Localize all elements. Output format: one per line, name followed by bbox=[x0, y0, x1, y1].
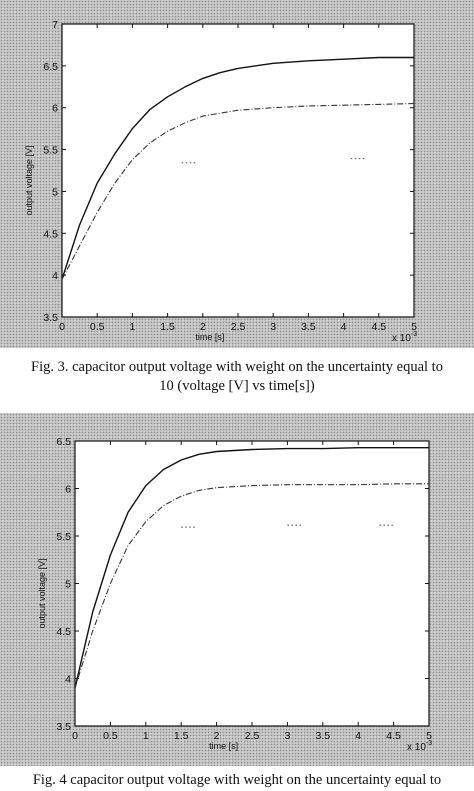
y-tick-label: 5 bbox=[52, 186, 58, 198]
x-tick-label: 5 bbox=[426, 730, 432, 742]
y-tick-label: 3.5 bbox=[56, 721, 71, 733]
y-axis-label: output voltage [V] bbox=[24, 145, 34, 215]
figure-4-caption: Fig. 4 capacitor output voltage with wei… bbox=[0, 771, 474, 791]
x-tick-label: 3.5 bbox=[315, 730, 330, 742]
figure-4-panel: 3.5 4 4.5 5 5.5 6 6.5 0 0.5 1 1.5 2 2.5 3 3.5 4 4.5 5 time… bbox=[0, 413, 474, 766]
dot-fragment bbox=[291, 524, 293, 526]
figure-4-caption-line-1: Fig. 4 capacitor output voltage with wei… bbox=[32, 772, 442, 788]
dot-fragment bbox=[358, 157, 361, 160]
x-tick-label: 2 bbox=[200, 321, 206, 333]
plot-area bbox=[61, 23, 415, 318]
series-line-1 bbox=[61, 56, 414, 280]
figure-4-chart: 3.5 4 4.5 5 5.5 6 6.5 0 0.5 1 1.5 2 2.5 3 3.5 4 4.5 5 time… bbox=[37, 436, 432, 753]
x-exponent-power: -3 bbox=[426, 740, 432, 747]
y-tick-label: 4.5 bbox=[43, 228, 58, 240]
figure-3-caption: Fig. 3. capacitor output voltage with we… bbox=[0, 358, 474, 396]
x-tick-label: 5 bbox=[411, 321, 417, 333]
x-tick-label: 0.5 bbox=[103, 730, 118, 742]
x-tick-label: 3 bbox=[270, 321, 276, 333]
y-tick-label: 4 bbox=[52, 270, 58, 282]
x-axis-exponent: x 10-3 bbox=[392, 331, 417, 344]
x-axis-label: time [s] bbox=[209, 741, 238, 751]
series-line-2 bbox=[61, 102, 415, 280]
x-tick-label: 2.5 bbox=[231, 321, 246, 333]
y-tick-label: 6 bbox=[65, 484, 71, 496]
x-tick-label: 0 bbox=[72, 730, 78, 742]
y-tick-label: 6.5 bbox=[56, 436, 71, 448]
figure-3-caption-line-1: Fig. 3. capacitor output voltage with we… bbox=[31, 359, 443, 375]
dot-fragment bbox=[383, 524, 386, 526]
x-tick-label: 2 bbox=[214, 730, 220, 742]
plot-area bbox=[74, 440, 430, 727]
x-tick-label: 4 bbox=[341, 321, 347, 333]
figure-3-chart: 3.5 4 4.5 5 5.5 6 6.5 7 0 0.5 1 1.5 2 2.5 3 3.5 4 4.5 5 tim… bbox=[24, 19, 417, 344]
dot-fragment bbox=[193, 526, 195, 528]
y-tick-label: 6 bbox=[52, 103, 58, 115]
x-axis-label: time [s] bbox=[195, 332, 224, 342]
dot-fragment bbox=[295, 524, 297, 526]
x-tick-label: 0.5 bbox=[90, 321, 105, 333]
y-tick-label: 5.5 bbox=[43, 145, 58, 157]
y-axis-label: output voltage [V] bbox=[37, 558, 47, 628]
x-tick-label: 1 bbox=[129, 321, 135, 333]
x-tick-label: 1.5 bbox=[174, 730, 189, 742]
x-exponent-power: -3 bbox=[411, 331, 417, 338]
dot-fragment bbox=[362, 157, 365, 160]
series-line-1 bbox=[74, 447, 429, 689]
dot-fragment bbox=[379, 524, 382, 526]
x-tick-label: 4 bbox=[355, 730, 361, 742]
y-tick-label: 5.5 bbox=[56, 531, 71, 543]
dot-fragment bbox=[193, 162, 196, 164]
dot-fragment bbox=[287, 524, 289, 526]
x-tick-label: 3 bbox=[284, 730, 290, 742]
dot-fragment bbox=[181, 162, 184, 164]
x-tick-label: 4.5 bbox=[371, 321, 386, 333]
dot-fragment bbox=[189, 526, 191, 528]
dot-fragment bbox=[354, 157, 357, 160]
dot-fragment bbox=[185, 526, 187, 528]
dot-fragment bbox=[350, 157, 353, 160]
dot-fragment bbox=[391, 524, 394, 526]
series-line-2 bbox=[74, 483, 429, 689]
x-tick-label: 2.5 bbox=[245, 730, 260, 742]
dot-fragment bbox=[181, 526, 183, 528]
x-tick-label: 3.5 bbox=[301, 321, 316, 333]
y-tick-label: 3.5 bbox=[43, 312, 58, 324]
dot-fragment bbox=[189, 162, 192, 164]
x-tick-label: 4.5 bbox=[386, 730, 401, 742]
x-tick-label: 0 bbox=[59, 321, 65, 333]
x-tick-label: 1.5 bbox=[160, 321, 175, 333]
y-tick-label: 5 bbox=[65, 579, 71, 591]
x-axis-exponent: x 10-3 bbox=[407, 740, 432, 753]
x-exponent-base: x 10 bbox=[407, 742, 426, 753]
dot-fragment bbox=[387, 524, 390, 526]
y-tick-label: 6.5 bbox=[43, 61, 58, 73]
y-tick-label: 7 bbox=[52, 19, 58, 31]
figure-3-caption-line-2: 10 (voltage [V] vs time[s]) bbox=[159, 378, 315, 394]
x-exponent-base: x 10 bbox=[392, 333, 411, 344]
x-tick-label: 1 bbox=[143, 730, 149, 742]
y-tick-label: 4 bbox=[65, 674, 71, 686]
figure-3-panel: 3.5 4 4.5 5 5.5 6 6.5 7 0 0.5 1 1.5 2 2.5 3 3.5 4 4.5 5 tim… bbox=[0, 0, 474, 348]
dot-fragment bbox=[299, 524, 301, 526]
y-tick-label: 4.5 bbox=[56, 626, 71, 638]
dot-fragment bbox=[185, 162, 188, 164]
